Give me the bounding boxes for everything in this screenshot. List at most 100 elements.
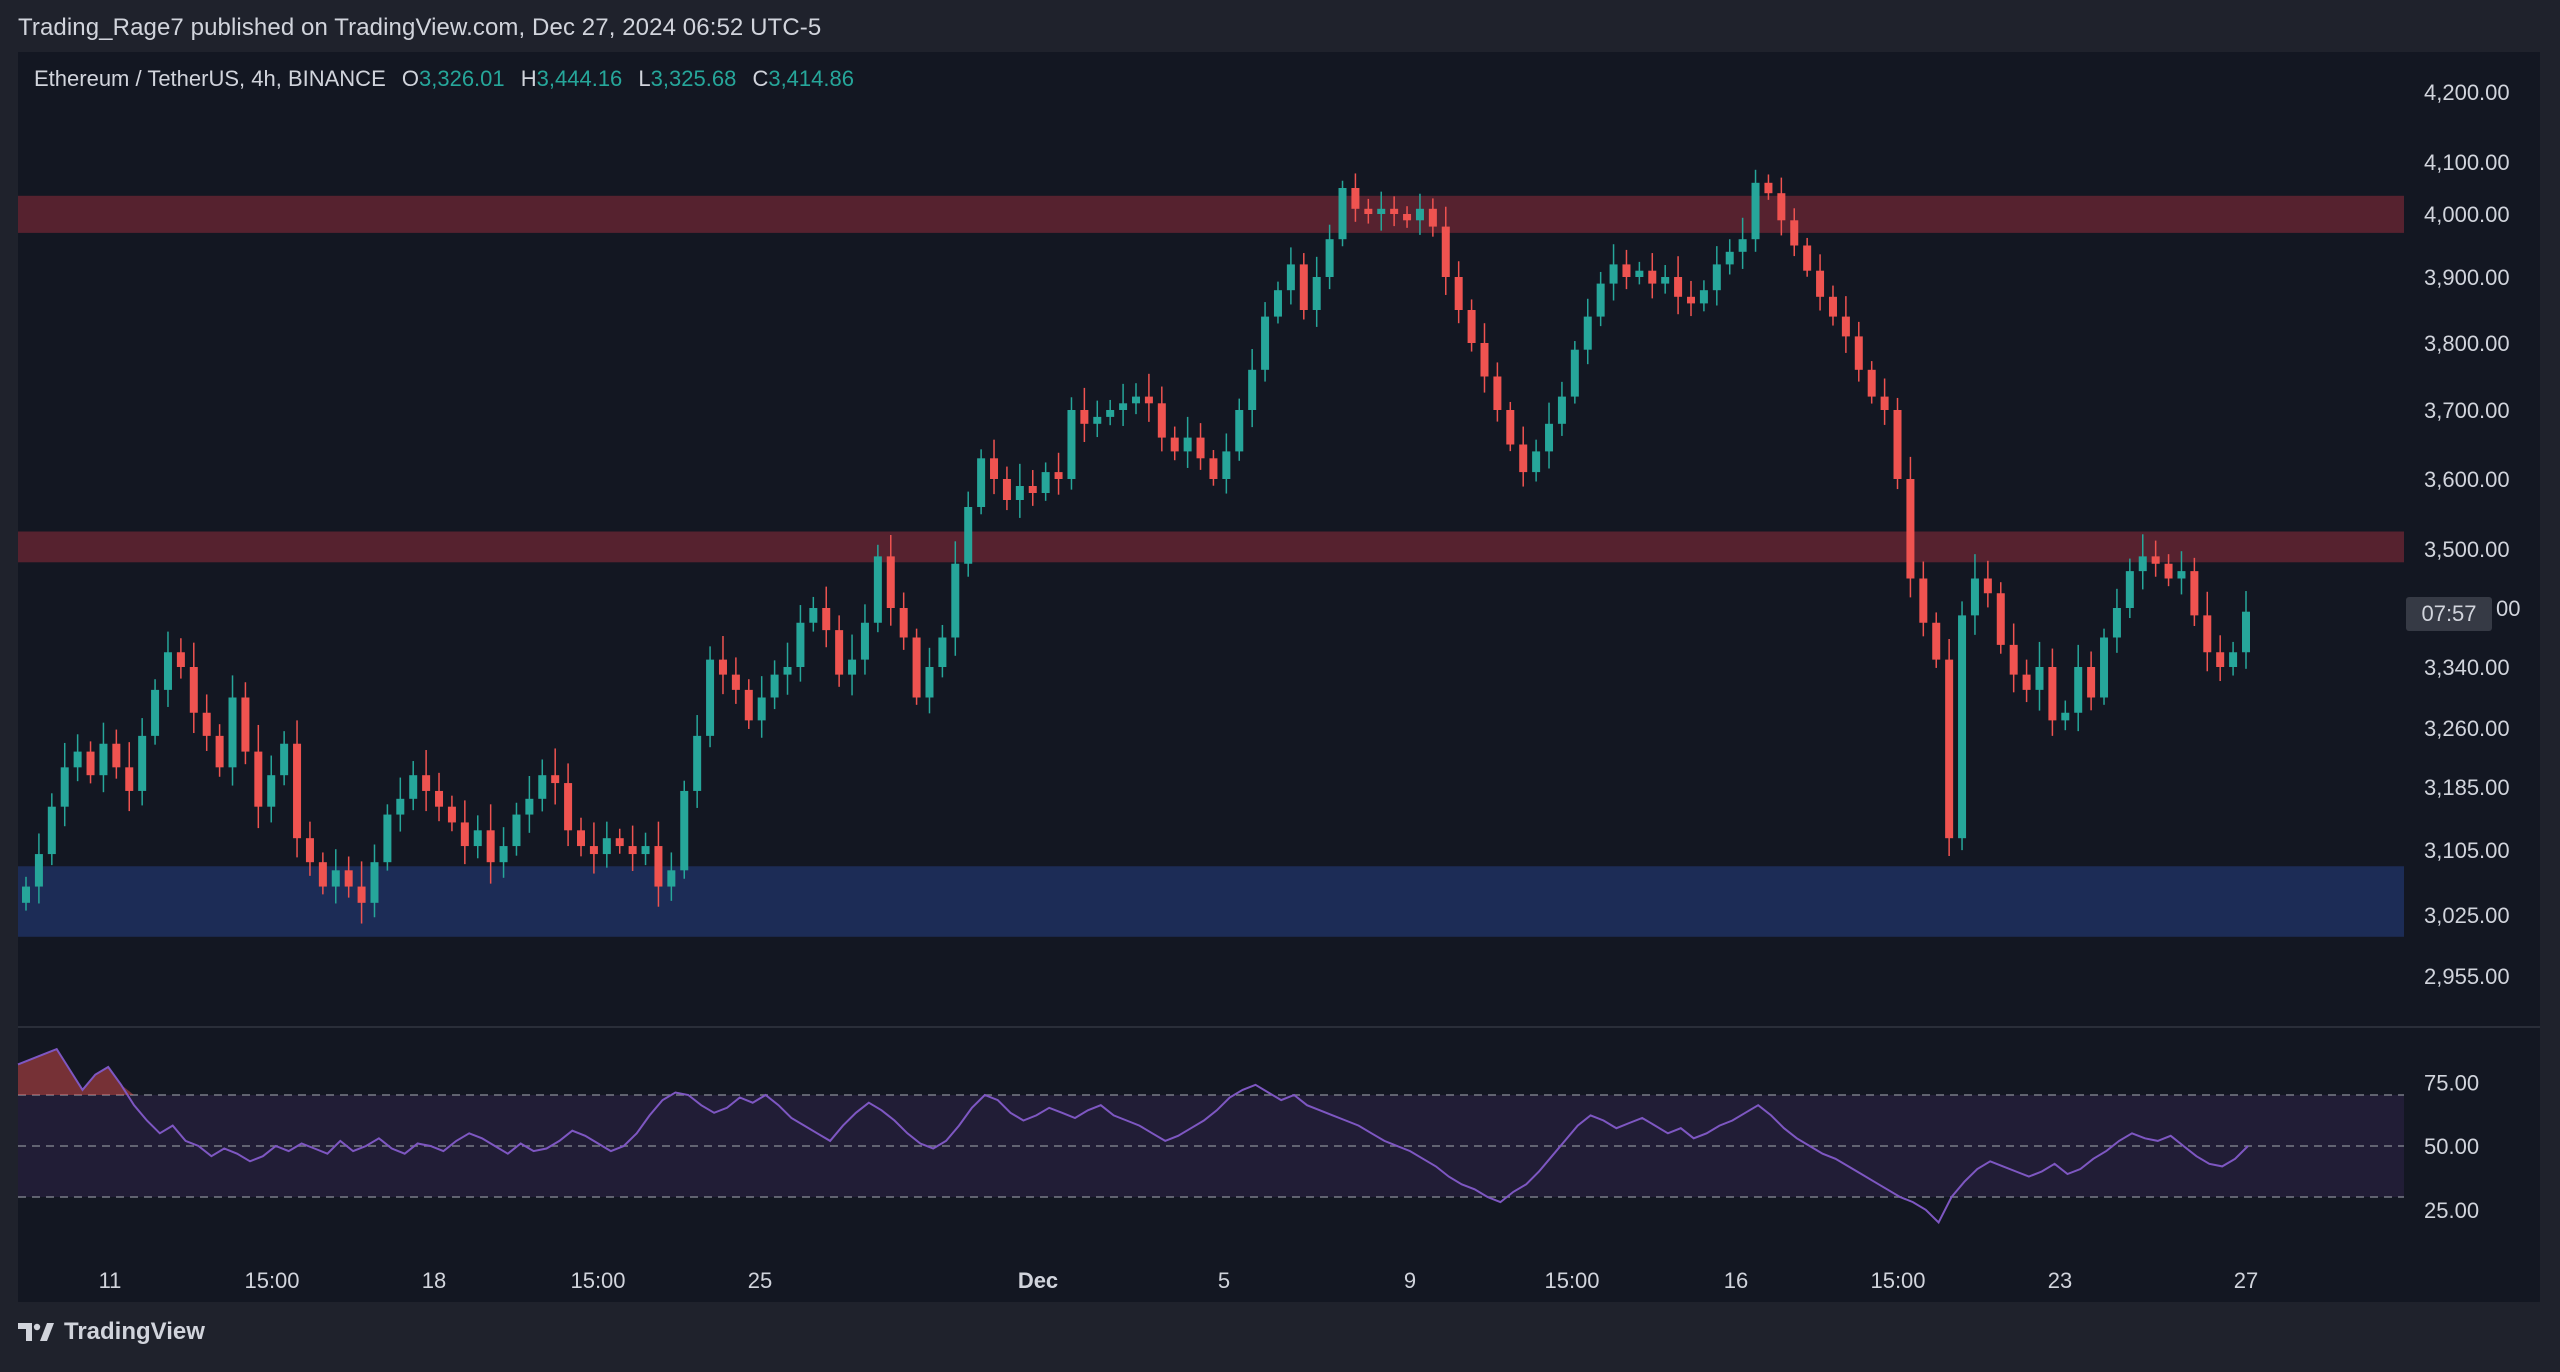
zones-layer <box>18 195 2540 1028</box>
candle-body <box>1222 451 1231 479</box>
candle-body <box>1661 277 1670 284</box>
price-tick-label: 3,340.00 <box>2424 655 2510 680</box>
rsi-tick-label: 75.00 <box>2424 1070 2479 1095</box>
candle-body <box>2087 667 2096 698</box>
candle-body <box>667 870 676 887</box>
candle-body <box>1067 410 1076 479</box>
candle-body <box>99 743 108 776</box>
candle-body <box>215 735 224 768</box>
candle-body <box>525 798 534 815</box>
time-tick-label: 5 <box>1218 1268 1230 1293</box>
price-tick-label: 3,185.00 <box>2424 775 2510 800</box>
candle-body <box>163 652 172 690</box>
candle-body <box>1131 396 1141 404</box>
candle-body <box>460 822 469 847</box>
candle-body <box>1893 410 1902 479</box>
candle-body <box>344 870 353 887</box>
candle-body <box>1596 283 1605 317</box>
zone-resistance-lower <box>18 531 2404 563</box>
candle-body <box>693 735 702 791</box>
price-tick-label: 2,955.00 <box>2424 964 2510 989</box>
candle-body <box>1041 472 1050 493</box>
open-value: 3,326.01 <box>419 66 505 91</box>
candle-body <box>1028 486 1037 493</box>
candle-body <box>1235 410 1244 452</box>
candle-body <box>331 870 340 887</box>
candle-body <box>112 743 121 768</box>
footer-brand[interactable]: TradingView <box>18 1318 205 1346</box>
rsi-line <box>17 1047 2249 1225</box>
time-tick-label: 27 <box>2234 1268 2258 1293</box>
candle-body <box>305 838 314 863</box>
candle-body <box>1803 245 1812 271</box>
time-tick-label: 9 <box>1404 1268 1416 1293</box>
candle-body <box>1996 593 2005 645</box>
candle-body <box>241 697 250 752</box>
candle-body <box>2151 556 2160 564</box>
price-tick-label: 3,800.00 <box>2424 331 2510 356</box>
candle-body <box>757 697 766 721</box>
candle-body <box>2241 611 2251 653</box>
candle-body <box>357 886 366 903</box>
candle-body <box>2203 615 2212 653</box>
candle-body <box>1945 659 1954 839</box>
candle-body <box>2022 674 2031 690</box>
candle-body <box>1583 316 1592 350</box>
candle-body <box>680 790 689 871</box>
tradingview-logo-icon <box>18 1323 54 1341</box>
candle-body <box>1106 410 1115 417</box>
price-axis: 4,200.00 4,100.00 4,000.00 3,900.00 3,800.00… <box>2424 80 2510 989</box>
candle-body <box>1144 396 1153 404</box>
candle-body <box>512 814 521 847</box>
chart-frame[interactable] <box>18 52 2540 1302</box>
candle-body <box>822 608 831 631</box>
candle-body <box>628 846 637 855</box>
candle-body <box>1545 423 1554 452</box>
price-tick-label: 4,100.00 <box>2424 150 2510 175</box>
candle-body <box>1751 182 1760 240</box>
symbol-ohlc-legend: Ethereum / TetherUS, 4h, BINANCE O3,326.… <box>34 66 854 92</box>
rsi-overbought-fill <box>18 1049 186 1095</box>
candle-body <box>1777 193 1786 221</box>
time-axis: 11 15:00 18 15:00 25 Dec 5 9 15:00 16 15:00 23 27 <box>99 1268 2259 1293</box>
time-tick-label: 11 <box>99 1268 122 1293</box>
candle-body <box>1519 444 1528 473</box>
candle-body <box>1248 369 1257 410</box>
price-tick-label: 3,105.00 <box>2424 838 2510 863</box>
publisher-line: Trading_Rage7 published on TradingView.c… <box>18 14 822 41</box>
price-tick-label: 4,000.00 <box>2424 202 2510 227</box>
candle-body <box>189 667 198 713</box>
price-tick-label: 3,025.00 <box>2424 903 2510 928</box>
candle-body <box>1648 270 1657 284</box>
candle-body <box>2112 608 2121 638</box>
candle-body <box>60 767 69 807</box>
candle-body <box>1364 208 1373 214</box>
time-tick-label: 23 <box>2048 1268 2072 1293</box>
candle-body <box>899 608 908 638</box>
candle-body <box>1790 220 1799 246</box>
candle-body <box>1196 437 1205 459</box>
candle-body <box>990 458 999 479</box>
candle-body <box>1299 264 1308 310</box>
price-tick-label: 3,600.00 <box>2424 467 2510 492</box>
close-label: C <box>752 66 769 91</box>
candle-body <box>1325 239 1334 277</box>
candle-body <box>1919 578 1928 623</box>
candle-body <box>202 712 211 736</box>
candle-body <box>1816 270 1825 297</box>
candle-body <box>1441 226 1450 277</box>
candle-body <box>2177 571 2186 579</box>
candle-body <box>886 556 895 608</box>
candle-body <box>1093 416 1102 424</box>
candle-body <box>912 637 921 698</box>
candle-body <box>1932 622 1941 660</box>
candle-body <box>1054 472 1063 479</box>
candle-body <box>2061 712 2070 721</box>
high-value: 3,444.16 <box>536 66 623 91</box>
candle-body <box>2035 667 2044 690</box>
candle-body <box>770 674 779 698</box>
candle-body <box>473 830 482 847</box>
candle-body <box>125 767 134 791</box>
candle-body <box>1119 403 1128 410</box>
